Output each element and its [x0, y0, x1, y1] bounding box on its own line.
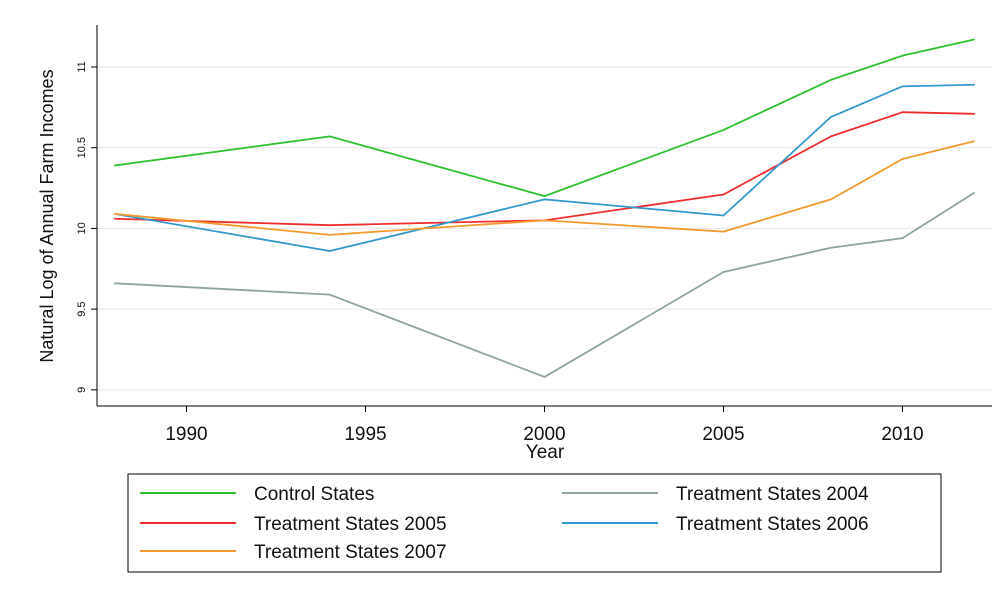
x-tick-label: 2010	[881, 424, 923, 445]
x-tick-label: 1990	[165, 424, 207, 445]
data-point-treatment-states-2007	[722, 230, 725, 233]
y-tick-label: 10.5	[76, 137, 88, 158]
data-point-treatment-states-2007	[973, 140, 975, 143]
data-point-treatment-states-2007	[114, 212, 116, 215]
x-axis-label: Year	[526, 442, 565, 463]
data-point-treatment-states-2004	[543, 376, 546, 378]
legend-label-treatment-states-2007: Treatment States 2007	[254, 542, 447, 563]
x-tick-label: 2005	[702, 424, 744, 445]
y-tick-label: 9.5	[76, 301, 88, 316]
data-point-treatment-states-2005	[722, 193, 725, 196]
data-point-treatment-states-2004	[722, 271, 725, 273]
plot-background	[97, 25, 992, 406]
data-point-treatment-states-2005	[114, 217, 116, 220]
data-point-treatment-states-2006	[830, 116, 832, 118]
data-point-treatment-states-2007	[830, 198, 832, 201]
data-point-treatment-states-2006	[722, 214, 725, 217]
data-point-treatment-states-2006	[901, 85, 904, 88]
legend-label-treatment-states-2004: Treatment States 2004	[676, 484, 869, 505]
x-tick-label: 1995	[344, 424, 386, 445]
legend-box	[127, 473, 942, 573]
data-point-treatment-states-2006	[543, 198, 546, 201]
data-point-treatment-states-2004	[901, 237, 904, 240]
data-point-treatment-states-2004	[328, 293, 331, 296]
data-point-treatment-states-2007	[328, 233, 331, 236]
data-point-treatment-states-2005	[328, 224, 331, 227]
legend-label-treatment-states-2005: Treatment States 2005	[254, 514, 447, 535]
y-tick-label: 9	[76, 387, 88, 393]
data-point-treatment-states-2007	[901, 158, 904, 160]
x-axis: 1990 1995 2000 2005 2010	[165, 406, 924, 445]
data-point-control-states	[830, 78, 832, 81]
data-point-control-states	[973, 38, 975, 41]
y-axis: 9 9.5 10 10.5 11	[76, 61, 97, 393]
data-point-treatment-states-2006	[973, 83, 975, 86]
data-point-control-states	[901, 54, 904, 57]
y-tick-label: 10	[76, 222, 88, 234]
data-point-control-states	[114, 164, 116, 167]
legend: Control States Treatment States 2004 Treat…	[140, 484, 869, 563]
series-lines	[114, 38, 975, 378]
data-point-treatment-states-2004	[830, 246, 832, 249]
y-tick-label: 11	[76, 61, 88, 72]
data-point-treatment-states-2006	[328, 250, 331, 252]
data-point-control-states	[543, 195, 546, 198]
data-point-treatment-states-2005	[830, 135, 832, 138]
data-point-treatment-states-2004	[973, 191, 975, 194]
data-point-control-states	[328, 135, 331, 138]
data-point-treatment-states-2007	[543, 219, 546, 222]
legend-label-control-states: Control States	[254, 484, 374, 505]
y-axis-label: Natural Log of Annual Farm Incomes	[37, 69, 57, 362]
legend-label-treatment-states-2006: Treatment States 2006	[676, 514, 869, 535]
data-point-treatment-states-2005	[973, 112, 975, 115]
x-tick-label: 2000	[523, 424, 565, 445]
data-point-treatment-states-2005	[901, 111, 904, 114]
data-point-treatment-states-2004	[114, 282, 116, 285]
data-point-control-states	[722, 129, 725, 131]
